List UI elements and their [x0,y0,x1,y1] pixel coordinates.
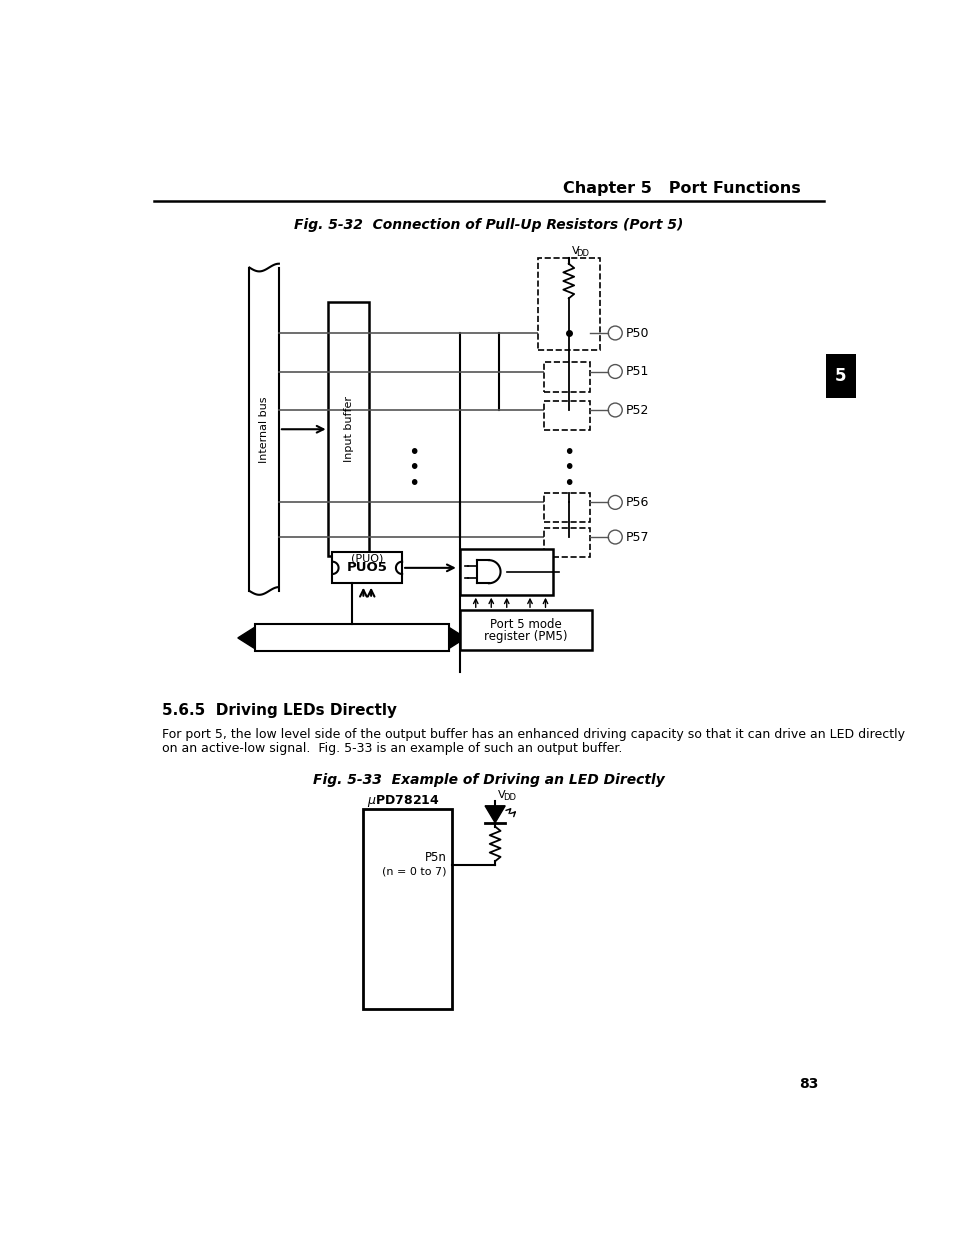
Polygon shape [448,627,465,648]
Bar [543,362,590,391]
Text: V: V [497,789,505,799]
Bar [332,552,402,583]
Polygon shape [484,805,505,823]
Text: P51: P51 [625,366,649,378]
Text: •: • [562,458,574,477]
Text: 5: 5 [834,367,845,385]
Bar [825,353,855,399]
Text: Input buffer: Input buffer [343,396,354,462]
Text: DD: DD [576,249,589,258]
Text: 5.6.5  Driving LEDs Directly: 5.6.5 Driving LEDs Directly [162,703,396,718]
Text: 83: 83 [799,1077,818,1091]
Text: •: • [562,443,574,462]
Text: •: • [408,474,419,493]
Text: DD: DD [502,793,516,802]
Text: P52: P52 [625,404,649,416]
Text: $\mu$PD78214: $\mu$PD78214 [367,793,439,809]
Polygon shape [237,627,254,648]
Text: P50: P50 [625,326,649,340]
Text: •: • [408,458,419,477]
Text: Fig. 5-33  Example of Driving an LED Directly: Fig. 5-33 Example of Driving an LED Dire… [313,773,664,787]
Bar [459,610,592,651]
Text: Fig. 5-32  Connection of Pull-Up Resistors (Port 5): Fig. 5-32 Connection of Pull-Up Resistor… [294,219,683,232]
Bar [543,527,590,557]
Text: (PUO): (PUO) [351,553,383,563]
Text: V: V [571,246,578,256]
Bar [328,303,369,556]
Bar [459,548,553,595]
Bar [537,258,599,350]
Text: PUO5: PUO5 [347,562,387,574]
Bar [543,401,590,430]
Bar [363,809,452,1009]
Text: Chapter 5   Port Functions: Chapter 5 Port Functions [563,180,801,195]
Bar [543,493,590,522]
Text: (n = 0 to 7): (n = 0 to 7) [381,866,446,876]
Text: Internal bus: Internal bus [259,396,269,462]
Text: For port 5, the low level side of the output buffer has an enhanced driving capa: For port 5, the low level side of the ou… [162,729,904,741]
Text: P56: P56 [625,496,649,509]
Bar [254,625,448,651]
Text: P57: P57 [625,531,649,543]
Text: •: • [562,474,574,493]
Text: on an active-low signal.  Fig. 5-33 is an example of such an output buffer.: on an active-low signal. Fig. 5-33 is an… [162,742,621,756]
Text: register (PM5): register (PM5) [484,630,567,643]
Text: •: • [408,443,419,462]
Text: Port 5 mode: Port 5 mode [490,618,561,631]
Text: P5n: P5n [424,851,446,863]
